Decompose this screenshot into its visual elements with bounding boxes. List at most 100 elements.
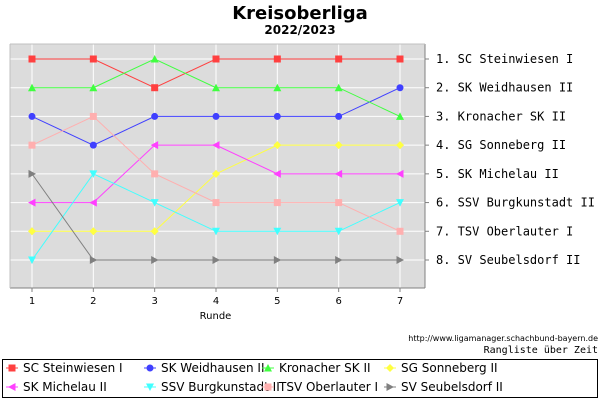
series-5	[28, 170, 404, 264]
legend-item: SK Michelau II	[6, 380, 107, 394]
legend-label: SV Seubelsdorf II	[401, 380, 503, 394]
legend-item: TSV Oberlauter I	[262, 380, 378, 394]
data-point	[28, 112, 36, 120]
data-point	[89, 141, 97, 149]
plot-area	[10, 44, 425, 288]
legend-item: SSV Burgkunstadt II	[144, 380, 280, 394]
data-point	[150, 199, 159, 207]
data-point	[212, 83, 220, 92]
legend-marker	[264, 383, 272, 391]
data-point	[89, 112, 97, 120]
data-point	[150, 227, 159, 236]
data-point	[335, 112, 343, 120]
x-axis-label: Runde	[200, 311, 232, 322]
data-point	[151, 84, 159, 92]
data-point	[273, 169, 281, 178]
legend-item: SK Weidhausen II	[144, 361, 265, 375]
data-point	[89, 170, 98, 178]
x-tick-label: 6	[335, 296, 341, 307]
data-point	[396, 84, 404, 92]
series-1	[28, 84, 404, 149]
series-7	[28, 169, 404, 264]
series-0	[28, 55, 404, 92]
series-layer	[28, 55, 404, 264]
data-point	[334, 83, 343, 92]
legend-item: Kronacher SK II	[262, 361, 371, 375]
data-point	[89, 198, 97, 207]
legend-marker	[8, 383, 16, 391]
rank-label: 7. TSV Oberlauter I	[436, 224, 573, 238]
data-point	[28, 256, 36, 264]
x-tick-label: 7	[397, 296, 403, 307]
data-point	[89, 83, 98, 92]
legend-label: SK Weidhausen II	[161, 361, 265, 375]
legend: SC Steinwiesen I SK Weidhausen II Kronache…	[2, 359, 598, 398]
rank-labels: 1. SC Steinwiesen I 2. SK Weidhausen II 3.…	[436, 52, 595, 267]
data-point	[151, 112, 159, 120]
data-point	[89, 256, 98, 264]
data-point	[396, 256, 404, 264]
data-point	[28, 169, 36, 178]
data-point	[334, 227, 343, 236]
data-point	[212, 55, 220, 63]
data-point	[212, 169, 220, 178]
legend-label: SC Steinwiesen I	[23, 361, 123, 375]
chart-subtitle: 2022/2023	[264, 23, 335, 37]
data-point	[396, 112, 404, 120]
series-6	[28, 112, 404, 235]
chart-caption: Rangliste über Zeit	[484, 345, 598, 356]
rank-label: 8. SV Seubelsdorf II	[436, 253, 581, 267]
data-point	[212, 141, 220, 150]
legend-item: SC Steinwiesen I	[6, 361, 123, 375]
rank-label: 1. SC Steinwiesen I	[436, 52, 573, 66]
data-point	[150, 55, 159, 63]
data-point	[335, 199, 343, 207]
data-point	[273, 227, 282, 236]
data-point	[28, 83, 36, 92]
rank-label: 6. SSV Burgkunstadt II	[436, 196, 595, 210]
source-url: http://www.ligamanager.schachbund-bayern…	[408, 334, 598, 343]
data-point	[335, 55, 343, 63]
data-point	[151, 170, 159, 178]
data-point	[212, 227, 220, 236]
x-tick-label: 5	[274, 296, 280, 307]
legend-item: SV Seubelsdorf II	[384, 380, 503, 394]
legend-box	[2, 359, 598, 398]
legend-label: SSV Burgkunstadt II	[161, 380, 280, 394]
data-point	[28, 227, 36, 236]
legend-label: SG Sonneberg II	[401, 361, 498, 375]
x-tick-label: 4	[213, 296, 219, 307]
data-point	[28, 55, 36, 63]
data-point	[335, 256, 343, 264]
data-point	[396, 141, 404, 150]
data-point	[28, 141, 36, 149]
data-point	[396, 169, 404, 178]
chart-title: Kreisoberliga	[232, 3, 368, 24]
rank-label: 2. SK Weidhausen II	[436, 81, 573, 95]
series-4	[28, 141, 404, 207]
data-point	[334, 169, 343, 178]
rank-label: 5. SK Michelau II	[436, 167, 559, 181]
legend-label: TSV Oberlauter I	[278, 380, 378, 394]
legend-label: SK Michelau II	[23, 380, 107, 394]
series-3	[28, 141, 404, 236]
rank-label: 3. Kronacher SK II	[436, 109, 566, 123]
legend-label: Kronacher SK II	[279, 361, 371, 375]
data-point	[273, 55, 281, 63]
data-point	[273, 112, 281, 120]
legend-marker	[146, 364, 154, 372]
legend-marker	[264, 364, 272, 372]
data-point	[89, 227, 98, 236]
data-point	[273, 256, 282, 264]
data-point	[273, 199, 281, 207]
legend-marker	[386, 364, 394, 372]
data-point	[212, 112, 220, 120]
axes: 1 2 3 4 5 6 7	[9, 43, 429, 307]
series-2	[28, 55, 404, 120]
data-point	[212, 256, 220, 264]
data-point	[273, 141, 282, 150]
data-point	[212, 199, 220, 207]
data-point	[150, 141, 159, 150]
